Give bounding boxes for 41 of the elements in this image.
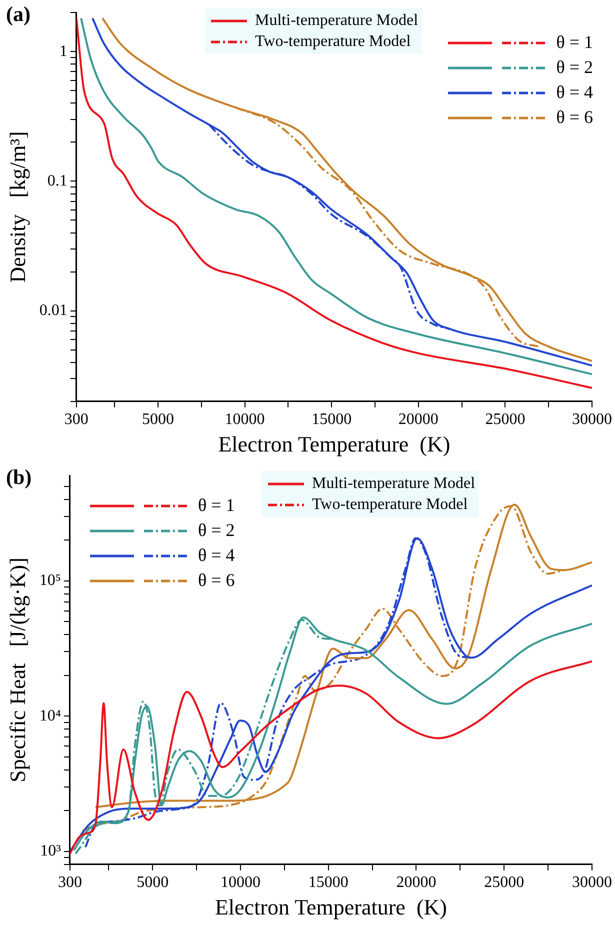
line-series (70, 537, 592, 852)
legend-label: θ = 1 (198, 494, 235, 517)
y-tick-label: 0.1 (47, 172, 68, 190)
chart-title: (b) (6, 465, 32, 490)
y-tick-label: 10⁵ (39, 572, 61, 590)
line-series (70, 660, 592, 855)
x-tick-label: 20000 (396, 874, 436, 892)
legend-label: θ = 6 (556, 106, 593, 129)
y-tick-label: 1 (59, 42, 68, 60)
y-tick-label: 0.01 (39, 302, 68, 320)
x-tick-label: 10000 (224, 411, 265, 428)
x-tick-label: 5000 (142, 411, 174, 428)
x-tick-label: 5000 (136, 874, 169, 892)
x-tick-label: 30000 (572, 411, 612, 428)
x-axis-title: Electron Temperature (K) (218, 432, 450, 457)
legend-label: θ = 2 (198, 519, 235, 542)
legend-label: θ = 4 (198, 544, 235, 567)
annotation: Two-temperature Model (312, 495, 468, 515)
annotation: Multi-temperature Model (255, 11, 418, 31)
legend-label: θ = 1 (556, 31, 593, 54)
y-tick-label: 10⁴ (39, 707, 62, 724)
y-axis-title: Density [kg/m³] (4, 131, 30, 283)
x-tick-label: 25000 (484, 874, 524, 892)
x-tick-label: 20000 (398, 411, 438, 428)
annotation: Multi-temperature Model (312, 474, 476, 494)
chart-title: (a) (6, 2, 30, 27)
y-tick-label: 10³ (40, 842, 62, 860)
legend-label: θ = 6 (198, 569, 235, 592)
y-axis-title: Specific Heat [J/(kg·K)] (4, 558, 30, 782)
x-tick-label: 30000 (572, 874, 612, 892)
x-tick-label: 10000 (220, 874, 260, 892)
x-tick-label: 15000 (312, 411, 352, 428)
annotation: Two-temperature Model (255, 32, 411, 52)
legend-label: θ = 4 (556, 81, 593, 104)
legend-label: θ = 2 (556, 56, 593, 79)
x-tick-label: 15000 (308, 874, 348, 892)
x-tick-label: 25000 (485, 411, 526, 428)
line-series (72, 616, 592, 852)
x-tick-label: 300 (58, 874, 82, 892)
x-tick-label: 300 (64, 411, 88, 428)
x-axis-title: Electron Temperature (K) (214, 894, 447, 920)
